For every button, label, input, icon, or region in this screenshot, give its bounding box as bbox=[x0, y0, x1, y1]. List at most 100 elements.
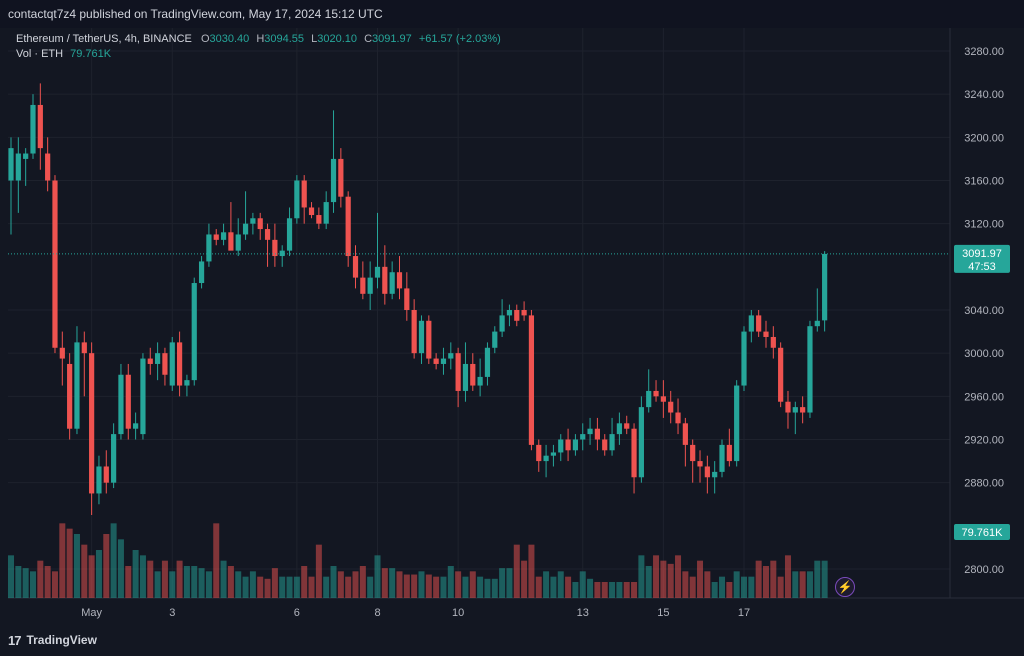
candle-body bbox=[301, 180, 307, 208]
y-tick-label: 2960.00 bbox=[964, 391, 1004, 403]
volume-bar bbox=[257, 576, 264, 598]
candle-body bbox=[558, 439, 564, 453]
candle-body bbox=[822, 253, 828, 321]
candle-body bbox=[176, 342, 183, 386]
volume-bar bbox=[205, 571, 212, 598]
candle-body bbox=[565, 439, 571, 451]
volume-bar bbox=[741, 576, 747, 598]
candle-body bbox=[264, 229, 271, 240]
volume-bar bbox=[601, 582, 608, 598]
volume-bar bbox=[513, 544, 520, 598]
open-label: O bbox=[200, 33, 210, 45]
volume-bar bbox=[279, 576, 286, 598]
low-value: 3020.10 bbox=[317, 33, 357, 45]
volume-bar bbox=[198, 568, 205, 598]
candle-body bbox=[96, 466, 102, 494]
candle-body bbox=[389, 272, 395, 294]
candle-body bbox=[455, 353, 461, 391]
candle-body bbox=[668, 401, 674, 413]
candle-body bbox=[492, 331, 498, 348]
candle-body bbox=[521, 310, 527, 316]
candle-body bbox=[206, 234, 212, 262]
volume-bar bbox=[403, 574, 410, 598]
candle-body bbox=[624, 423, 630, 429]
candle-body bbox=[587, 428, 593, 435]
volume-bar bbox=[579, 571, 586, 598]
volume-bar bbox=[264, 578, 271, 598]
volume-label[interactable]: Vol · ETH bbox=[16, 48, 64, 60]
volume-bar bbox=[484, 578, 491, 598]
volume-bar bbox=[784, 555, 791, 598]
volume-bar bbox=[330, 566, 337, 598]
close-value: 3091.97 bbox=[372, 33, 412, 45]
y-tick-label: 3000.00 bbox=[964, 348, 1004, 360]
ohlc-row: Ethereum / TetherUS, 4h, BINANCE O3030.4… bbox=[16, 32, 501, 47]
candle-body bbox=[572, 439, 579, 451]
volume-bar bbox=[389, 568, 396, 598]
candle-body bbox=[198, 261, 205, 284]
y-tick-label: 3200.00 bbox=[964, 132, 1004, 144]
candle-body bbox=[697, 461, 703, 467]
candle-body bbox=[638, 407, 644, 478]
candle-body bbox=[550, 452, 557, 456]
volume-bar bbox=[638, 555, 645, 598]
candle-body bbox=[543, 455, 549, 462]
volume-bar bbox=[15, 566, 22, 598]
candle-body bbox=[785, 401, 791, 413]
volume-bar bbox=[418, 571, 425, 598]
candle-body bbox=[807, 326, 813, 413]
volume-bar bbox=[792, 571, 799, 598]
y-tick-label: 2920.00 bbox=[964, 435, 1004, 447]
volume-bar bbox=[293, 576, 300, 598]
volume-bar bbox=[587, 578, 594, 598]
candle-body bbox=[308, 207, 315, 216]
candle-body bbox=[580, 434, 586, 440]
symbol-label[interactable]: Ethereum / TetherUS, 4h, BINANCE bbox=[16, 33, 192, 45]
publisher-text: contactqt7z4 published on TradingView.co… bbox=[8, 7, 383, 21]
candle-body bbox=[763, 331, 769, 337]
volume-bar bbox=[748, 576, 755, 598]
volume-bar bbox=[220, 560, 227, 598]
volume-bar bbox=[719, 576, 726, 598]
candle-body bbox=[345, 196, 351, 257]
close-label: C bbox=[364, 33, 373, 45]
candle-body bbox=[103, 466, 109, 483]
volume-bar bbox=[711, 582, 718, 598]
candle-body bbox=[470, 363, 476, 386]
volume-bar bbox=[367, 576, 374, 598]
volume-bar bbox=[22, 568, 29, 598]
candle-body bbox=[536, 444, 542, 462]
volume-bar bbox=[667, 563, 674, 598]
volume-bar bbox=[777, 576, 784, 598]
candle-body bbox=[191, 283, 197, 381]
candle-body bbox=[169, 342, 175, 386]
candle-body bbox=[89, 353, 95, 494]
y-tick-label: 2800.00 bbox=[964, 564, 1004, 576]
candle-body bbox=[778, 347, 784, 402]
candle-body bbox=[286, 218, 293, 251]
candle-body bbox=[653, 390, 659, 397]
volume-bar bbox=[352, 571, 359, 598]
candle-body bbox=[250, 218, 256, 224]
lightning-icon[interactable]: ⚡ bbox=[835, 577, 855, 597]
volume-bar bbox=[161, 560, 168, 598]
volume-bar bbox=[660, 560, 667, 598]
volume-bar bbox=[462, 576, 469, 598]
candle-body bbox=[646, 390, 652, 408]
candle-body bbox=[682, 423, 688, 445]
volume-bar bbox=[381, 568, 388, 598]
candle-body bbox=[770, 336, 776, 348]
volume-bar bbox=[821, 560, 828, 598]
x-tick-label: 15 bbox=[657, 607, 669, 619]
candle-body bbox=[272, 239, 278, 257]
volume-bar bbox=[345, 576, 352, 598]
volume-bar bbox=[66, 528, 73, 598]
candle-body bbox=[213, 234, 219, 240]
candle-body bbox=[616, 423, 622, 435]
volume-bar bbox=[176, 560, 183, 598]
price-badge bbox=[954, 244, 1010, 273]
volume-bar bbox=[704, 571, 711, 598]
volume-bar bbox=[315, 544, 322, 598]
